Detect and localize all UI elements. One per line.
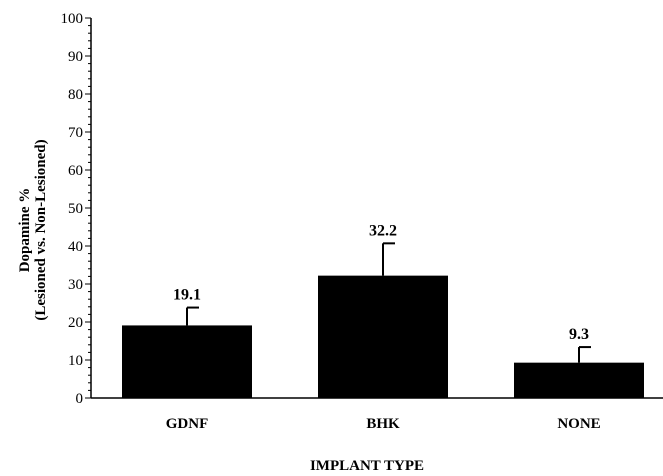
- data-label-none: 9.3: [569, 326, 589, 343]
- category-label-none: NONE: [557, 416, 600, 432]
- bar-none: [514, 362, 644, 398]
- y-tick-label: 30: [68, 277, 83, 293]
- y-axis-ticks: 0 10 20 30 40 50 60 70 80 90 100: [61, 11, 91, 407]
- y-tick-label: 90: [68, 49, 83, 65]
- y-tick-label: 10: [68, 353, 83, 369]
- x-axis-categories: GDNF BHK NONE: [166, 416, 601, 432]
- y-tick-label: 100: [61, 11, 84, 27]
- bar-gdnf: [122, 325, 252, 398]
- y-axis-title-line1: Dopamine %: [17, 188, 33, 273]
- y-tick-label: 60: [68, 163, 83, 179]
- bar-bhk: [318, 275, 448, 398]
- data-label-gdnf: 19.1: [173, 287, 201, 304]
- y-tick-label: 50: [68, 201, 83, 217]
- error-bars: [186, 242, 591, 363]
- category-label-bhk: BHK: [366, 416, 400, 432]
- y-tick-label: 70: [68, 125, 83, 141]
- y-tick-label: 40: [68, 239, 83, 255]
- x-axis-title: IMPLANT TYPE: [310, 458, 424, 474]
- y-tick-label: 20: [68, 315, 83, 331]
- category-label-gdnf: GDNF: [166, 416, 209, 432]
- data-labels: 19.1 32.2 9.3: [173, 222, 589, 343]
- bars: [122, 275, 644, 398]
- data-label-bhk: 32.2: [369, 222, 397, 239]
- y-axis-title-line2: (Lesioned vs. Non-Lesioned): [33, 139, 49, 320]
- y-tick-label: 80: [68, 87, 83, 103]
- y-tick-label: 0: [76, 391, 84, 407]
